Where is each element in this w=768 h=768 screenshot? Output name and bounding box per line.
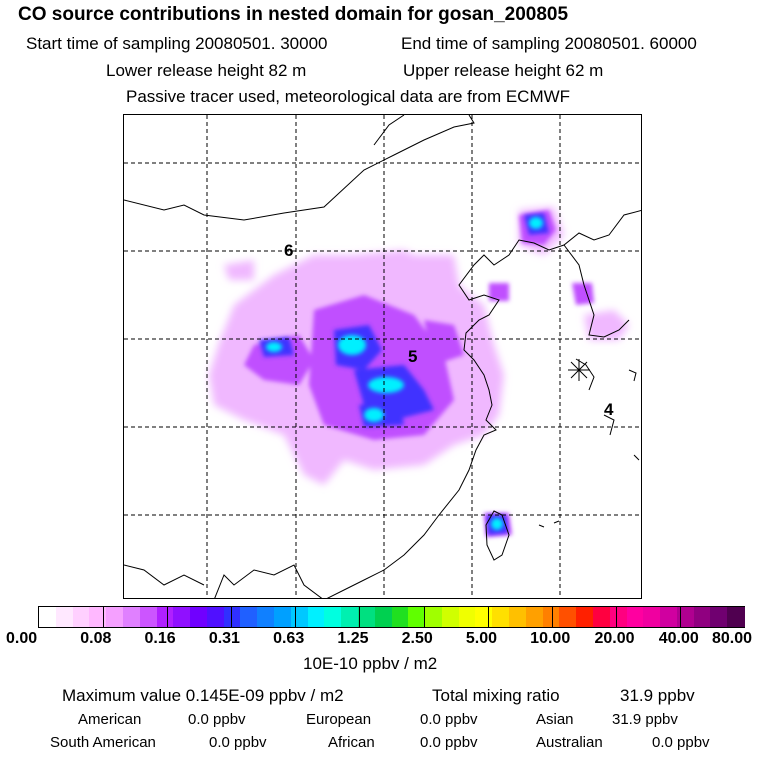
region-name-european: European [306, 711, 372, 728]
region-name-asian: Asian [536, 711, 574, 728]
colorbar-tick-label: 0.63 [273, 630, 305, 647]
coastlines [124, 115, 641, 598]
colorbar-swatch [509, 607, 527, 627]
colorbar-swatch [374, 607, 393, 627]
colorbar-divider [487, 607, 489, 627]
region-label-5: 5 [408, 347, 417, 366]
start-time: Start time of sampling 20080501. 30000 [26, 34, 328, 53]
colorbar-swatch [341, 607, 359, 627]
colorbar-tick-label: 1.25 [337, 630, 369, 647]
map-frame: 6 5 4 [123, 114, 642, 599]
colorbar-tick-label: 40.00 [658, 630, 699, 647]
colorbar [38, 606, 745, 628]
colorbar-divider [359, 607, 361, 627]
colorbar-swatch [156, 607, 174, 627]
colorbar-swatch [240, 607, 258, 627]
total-mixing-value: 31.9 ppbv [620, 686, 695, 705]
region-value-south-american: 0.0 ppbv [209, 734, 267, 751]
colorbar-swatch [139, 607, 158, 627]
colorbar-swatch [72, 607, 90, 627]
colorbar-divider [231, 607, 233, 627]
colorbar-divider [295, 607, 297, 627]
colorbar-swatch [559, 607, 577, 627]
region-name-australian: Australian [536, 734, 603, 751]
colorbar-tick-label: 20.00 [594, 630, 635, 647]
colorbar-swatch [592, 607, 611, 627]
colorbar-tick-label: 0.00 [6, 630, 38, 647]
colorbar-swatch [173, 607, 191, 627]
colorbar-swatch [257, 607, 275, 627]
colorbar-swatch [576, 607, 594, 627]
colorbar-swatch [274, 607, 292, 627]
colorbar-swatch [190, 607, 208, 627]
region-name-african: African [328, 734, 375, 751]
tracer-note: Passive tracer used, meteorological data… [126, 87, 571, 106]
colorbar-tick-label: 0.16 [144, 630, 176, 647]
region-value-american: 0.0 ppbv [188, 711, 246, 728]
colorbar-divider [551, 607, 553, 627]
max-value: Maximum value 0.145E-09 ppbv / m2 [62, 686, 344, 705]
colorbar-swatch [324, 607, 342, 627]
total-mixing-label: Total mixing ratio [432, 686, 560, 705]
colorbar-swatch [693, 607, 712, 627]
region-name-south-american: South American [50, 734, 156, 751]
colorbar-swatch [408, 607, 426, 627]
colorbar-divider [167, 607, 169, 627]
colorbar-divider [103, 607, 105, 627]
source-contribution-map: 6 5 4 [124, 115, 641, 598]
region-value-african: 0.0 ppbv [420, 734, 478, 751]
colorbar-divider [615, 607, 617, 627]
colorbar-tick-label: 10.00 [530, 630, 571, 647]
colorbar-swatch [206, 607, 225, 627]
plot-title: CO source contributions in nested domain… [18, 4, 569, 25]
colorbar-divider [423, 607, 425, 627]
region-value-australian: 0.0 ppbv [652, 734, 710, 751]
colorbar-swatch [458, 607, 477, 627]
colorbar-swatch [710, 607, 728, 627]
colorbar-swatch [307, 607, 325, 627]
upper-release-height: Upper release height 62 m [403, 61, 604, 80]
colorbar-tick-label: 0.31 [208, 630, 240, 647]
asterisk-receptor-icon [568, 359, 590, 381]
colorbar-swatch [357, 607, 376, 627]
plume-peak [266, 217, 543, 530]
colorbar-swatch [727, 607, 745, 627]
colorbar-tick-label: 2.50 [401, 630, 433, 647]
colorbar-swatch [290, 607, 309, 627]
colorbar-swatch [425, 607, 443, 627]
lat-lon-grid [124, 115, 641, 598]
colorbar-swatch [492, 607, 510, 627]
colorbar-swatch [609, 607, 628, 627]
colorbar-divider [679, 607, 681, 627]
colorbar-tick-label: 0.08 [80, 630, 112, 647]
colorbar-swatch [223, 607, 242, 627]
lower-release-height: Lower release height 82 m [106, 61, 307, 80]
colorbar-swatch [106, 607, 124, 627]
colorbar-swatch [122, 607, 141, 627]
colorbar-swatch [525, 607, 544, 627]
colorbar-swatch [542, 607, 560, 627]
colorbar-tick-label: 80.00 [712, 630, 753, 647]
end-time: End time of sampling 20080501. 60000 [401, 34, 697, 53]
colorbar-swatch [441, 607, 460, 627]
region-label-6: 6 [284, 241, 293, 260]
colorbar-swatch [391, 607, 409, 627]
colorbar-swatch [660, 607, 678, 627]
region-value-asian: 31.9 ppbv [612, 711, 678, 728]
colorbar-swatch [676, 607, 695, 627]
colorbar-swatch [89, 607, 107, 627]
colorbar-swatch [643, 607, 661, 627]
colorbar-swatch [475, 607, 493, 627]
region-value-european: 0.0 ppbv [420, 711, 478, 728]
colorbar-swatch [626, 607, 644, 627]
colorbar-swatch [55, 607, 74, 627]
region-name-american: American [78, 711, 142, 728]
colorbar-swatch [39, 607, 57, 627]
region-label-4: 4 [604, 400, 614, 419]
colorbar-unit: 10E-10 ppbv / m2 [303, 654, 438, 673]
colorbar-tick-label: 5.00 [465, 630, 498, 647]
